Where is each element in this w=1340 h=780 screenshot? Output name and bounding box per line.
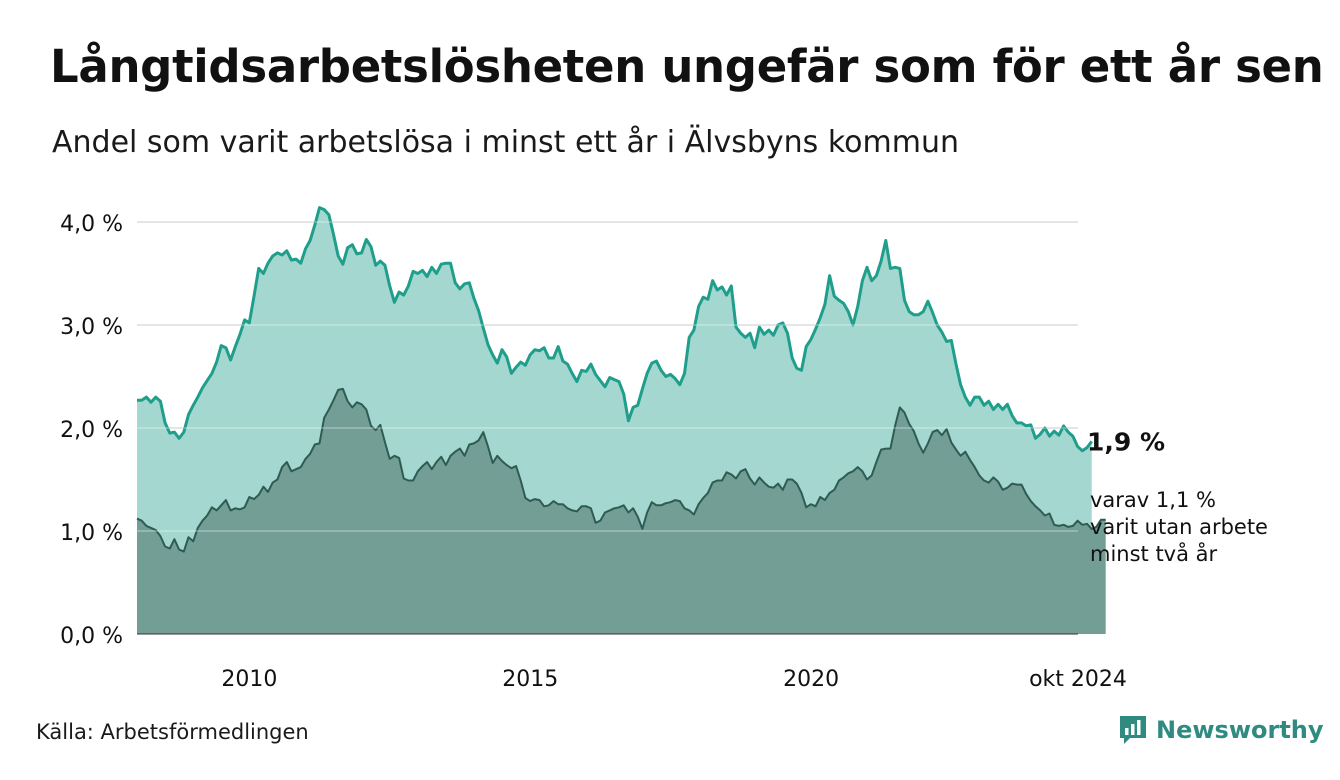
secondary-annotation-line: minst två år — [1090, 541, 1218, 566]
x-tick-label: okt 2024 — [1029, 667, 1127, 692]
last-value-label: 1,9 % — [1087, 427, 1165, 456]
secondary-annotation: varav 1,1 % varit utan arbete minst två år — [1090, 488, 1268, 566]
chart-subtitle: Andel som varit arbetslösa i minst ett å… — [52, 125, 959, 160]
area-chart: 0,0 % 1,0 % 2,0 % 3,0 % 4,0 % 2010 2015 2020 ok… — [60, 206, 1268, 692]
line-long-term-unemployed — [137, 206, 1093, 453]
chart-title: Långtidsarbetslösheten ungefär som för e… — [50, 40, 1324, 93]
x-tick-label: 2020 — [783, 667, 839, 692]
y-axis-labels: 0,0 % 1,0 % 2,0 % 3,0 % 4,0 % — [60, 212, 123, 649]
newsworthy-logo-icon — [1120, 716, 1146, 744]
brand-name: Newsworthy — [1156, 716, 1324, 744]
y-tick-label: 0,0 % — [60, 624, 123, 649]
y-tick-label: 4,0 % — [60, 212, 123, 237]
y-tick-label: 1,0 % — [60, 521, 123, 546]
x-axis-labels: 2010 2015 2020 okt 2024 — [221, 667, 1127, 692]
secondary-annotation-line: varav 1,1 % — [1090, 488, 1216, 512]
y-tick-label: 3,0 % — [60, 315, 123, 340]
brand-logo[interactable]: Newsworthy — [1118, 714, 1324, 746]
area-unemployed-two-years — [137, 388, 1106, 634]
x-tick-label: 2010 — [221, 667, 277, 692]
line-unemployed-two-years — [136, 387, 1106, 553]
secondary-annotation-line: varit utan arbete — [1090, 515, 1268, 539]
y-tick-label: 2,0 % — [60, 418, 123, 443]
source-note: Källa: Arbetsförmedlingen — [36, 720, 309, 744]
x-tick-label: 2015 — [502, 667, 558, 692]
